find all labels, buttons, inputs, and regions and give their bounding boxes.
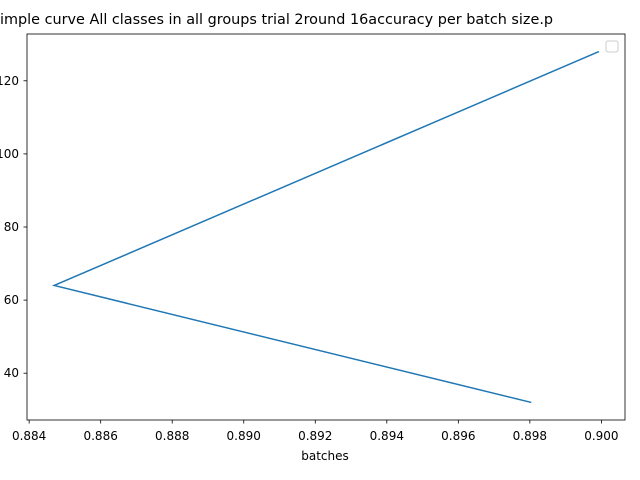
y-tick-label: 80	[4, 220, 19, 234]
x-tick-label: 0.898	[513, 429, 547, 443]
x-tick-label: 0.892	[298, 429, 332, 443]
x-tick-label: 0.894	[370, 429, 404, 443]
y-tick-label: 40	[4, 366, 19, 380]
y-tick-label: 60	[4, 293, 19, 307]
chart-title: imple curve All classes in all groups tr…	[0, 12, 553, 28]
x-tick-label: 0.888	[155, 429, 189, 443]
y-tick-label: 120	[0, 74, 19, 88]
x-tick-label: 0.886	[83, 429, 117, 443]
axes-frame	[26, 33, 626, 421]
x-axis-label: batches	[301, 449, 349, 463]
x-tick-label: 0.896	[441, 429, 475, 443]
legend-box	[605, 40, 619, 53]
x-tick-label: 0.884	[12, 429, 46, 443]
x-tick-label: 0.890	[227, 429, 261, 443]
line	[51, 50, 600, 404]
x-tick-label: 0.900	[584, 429, 618, 443]
y-tick-label: 100	[0, 147, 19, 161]
